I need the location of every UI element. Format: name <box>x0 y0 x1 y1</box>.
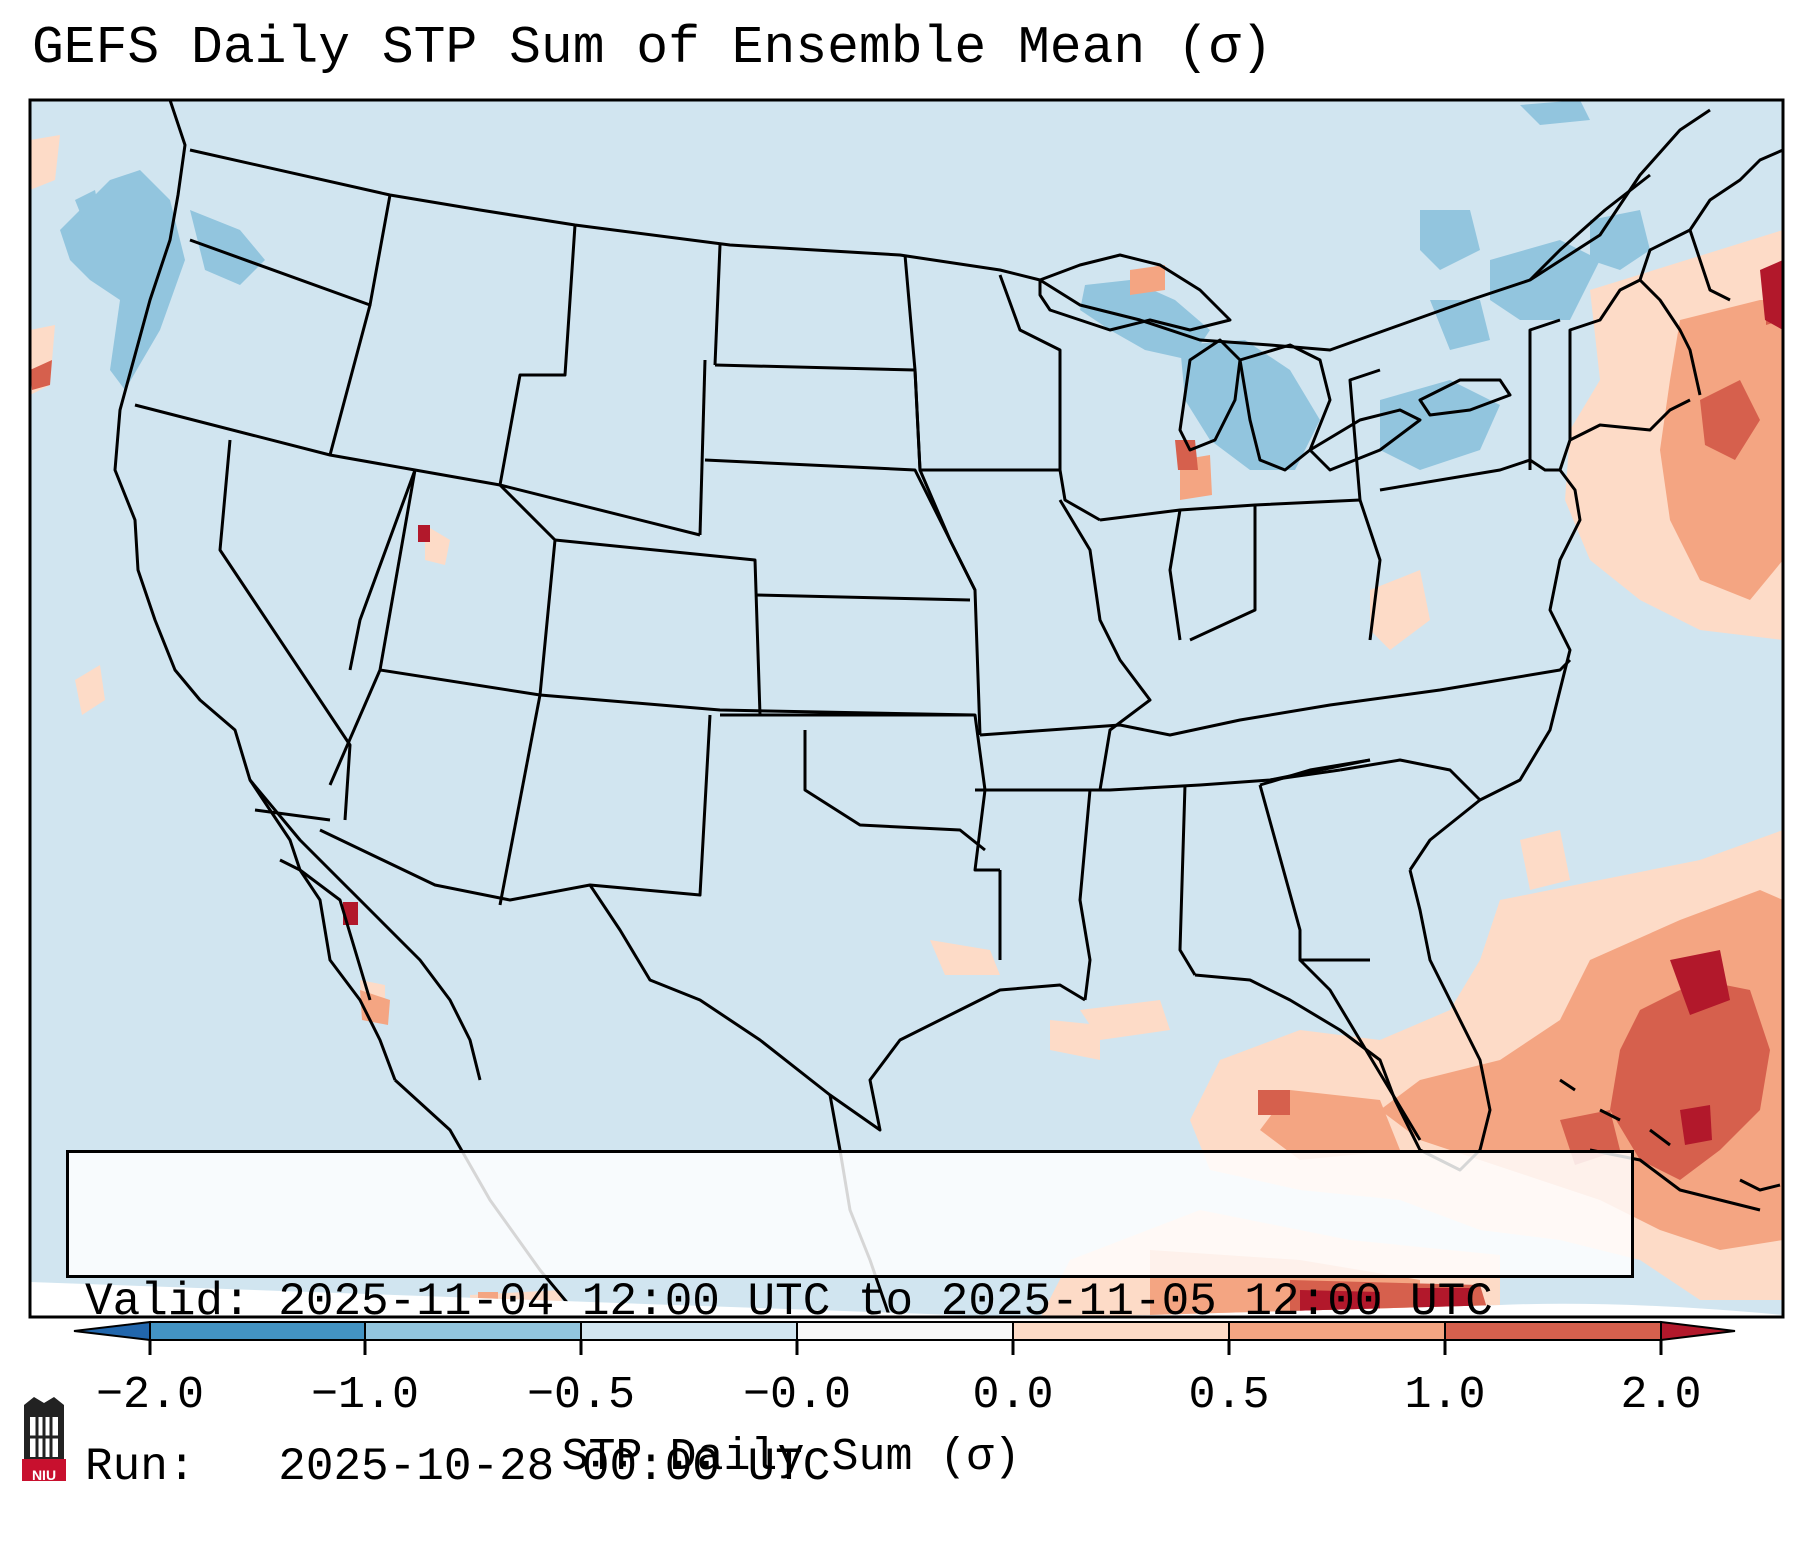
colorbar-tick-marks <box>148 1340 1663 1355</box>
colorbar-tick-label: 1.0 <box>1404 1370 1486 1421</box>
valid-run-info-box: Valid: 2025-11-04 12:00 UTC to 2025-11-0… <box>66 1150 1634 1493</box>
chart-title: GEFS Daily STP Sum of Ensemble Mean (σ) <box>32 18 1273 78</box>
map-frame-border <box>28 98 1785 1319</box>
colorbar-tick-label: −2.0 <box>95 1370 205 1421</box>
university-logo-icon <box>22 1397 66 1481</box>
map-figure: NIU <box>22 98 1785 1483</box>
colorbar-label: STP Daily Sum (σ) <box>561 1432 1021 1483</box>
colorbar-tick-label: 0.5 <box>1188 1370 1270 1421</box>
logo-text: NIU <box>32 1467 56 1483</box>
colorbar-extend-high <box>1660 1320 1736 1342</box>
valid-time-line: Valid: 2025-11-04 12:00 UTC to 2025-11-0… <box>85 1276 1493 1328</box>
colorbar-tick-label: 0.0 <box>972 1370 1054 1421</box>
run-time-line: Run: 2025-10-28 00:00 UTC <box>85 1441 831 1493</box>
colorbar-tick-label: −0.0 <box>742 1370 852 1421</box>
colorbar <box>73 1320 1736 1355</box>
colorbar-tick-label: −1.0 <box>310 1370 420 1421</box>
colorbar-tick-label: 2.0 <box>1620 1370 1702 1421</box>
colorbar-tick-label: −0.5 <box>526 1370 636 1421</box>
